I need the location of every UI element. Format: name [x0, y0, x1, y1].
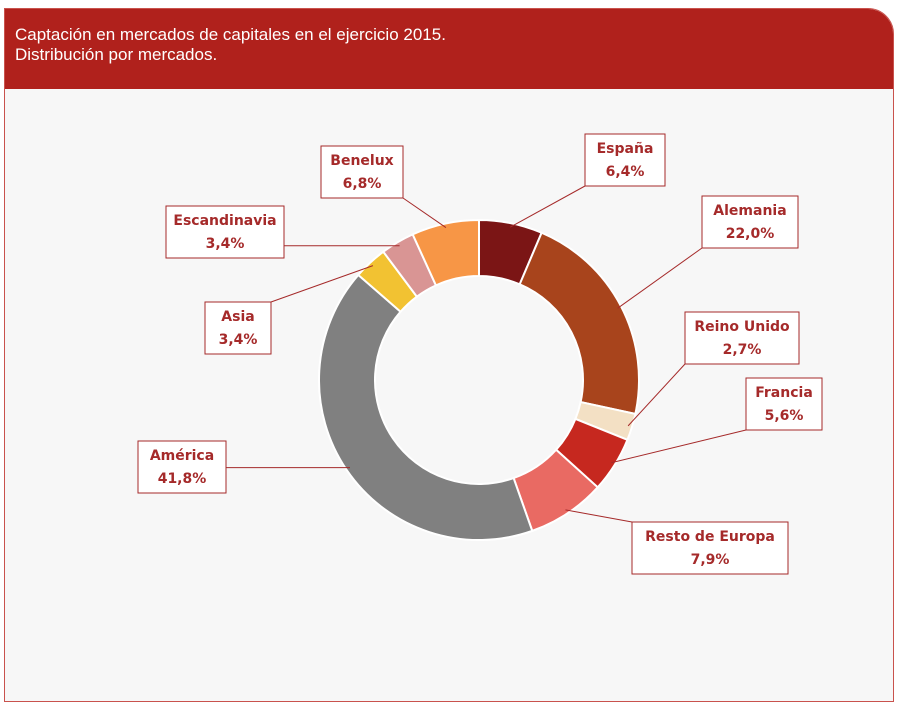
- slice-label: Asia: [221, 309, 254, 325]
- label-box: [584, 133, 666, 187]
- leader-line: [627, 363, 686, 427]
- label-box: [137, 440, 227, 494]
- donut-slice: [318, 273, 534, 541]
- value-label: 3,4%: [219, 332, 258, 348]
- leader-line: [617, 247, 703, 309]
- leader-line: [509, 185, 586, 228]
- label-box: [701, 195, 799, 249]
- header: Captación en mercados de capitales en el…: [5, 9, 893, 89]
- label-box: [684, 311, 800, 365]
- slice-label: Benelux: [330, 153, 393, 169]
- leader-line: [565, 509, 633, 523]
- value-label: 7,9%: [691, 552, 730, 568]
- value-label: 22,0%: [726, 226, 775, 242]
- slice-label: América: [150, 448, 214, 464]
- donut-slice: [518, 231, 640, 416]
- leader-line: [270, 265, 374, 303]
- donut-slice: [411, 218, 480, 287]
- label-box: [204, 301, 272, 355]
- value-label: 41,8%: [158, 471, 207, 487]
- slice-label: España: [597, 141, 654, 157]
- chart-subtitle: Distribución por mercados.: [15, 45, 218, 64]
- slice-label: Francia: [755, 385, 813, 401]
- label-box: [320, 145, 404, 199]
- label-box: [165, 205, 285, 259]
- value-label: 3,4%: [206, 236, 245, 252]
- value-label: 6,8%: [343, 176, 382, 192]
- chart-title: Captación en mercados de capitales en el…: [15, 25, 446, 44]
- leader-line: [611, 429, 747, 464]
- label-box: [745, 377, 823, 431]
- slice-label: Escandinavia: [173, 213, 276, 229]
- slice-label: Reino Unido: [694, 319, 790, 335]
- slice-label: Resto de Europa: [645, 529, 775, 545]
- value-label: 2,7%: [723, 342, 762, 358]
- leader-line: [402, 197, 447, 228]
- label-box: [631, 521, 789, 575]
- slice-label: Alemania: [713, 203, 786, 219]
- value-label: 6,4%: [606, 164, 645, 180]
- value-label: 5,6%: [765, 408, 804, 424]
